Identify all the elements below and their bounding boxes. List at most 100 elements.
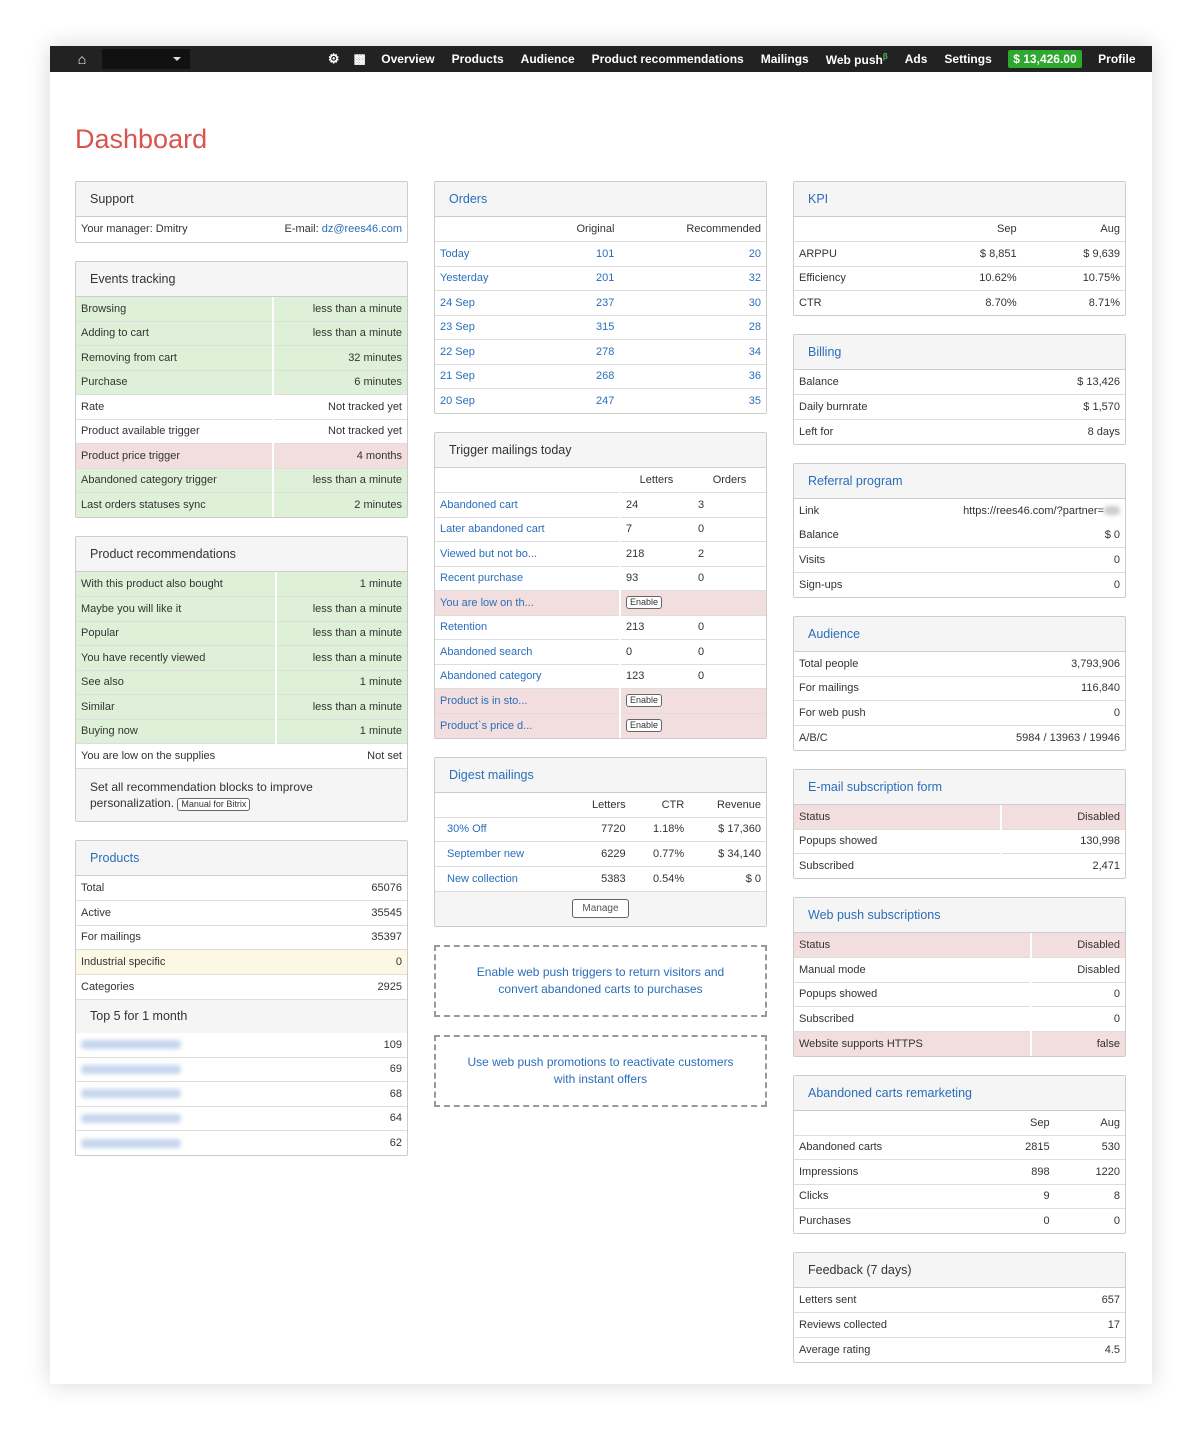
manager-email-link[interactable]: dz@rees46.com [321,223,402,236]
panel-title[interactable]: Products [76,841,407,876]
row-label: Browsing [76,296,274,321]
table-row: Last orders statuses sync 2 minutes [76,492,407,517]
order-original[interactable]: 315 [536,314,620,340]
panel-title[interactable]: E-mail subscription form [794,769,1125,805]
digest-name[interactable]: September new [435,841,569,866]
panel-title[interactable]: Billing [794,335,1125,370]
order-original[interactable]: 278 [536,339,620,364]
header-revenue: Revenue [716,798,761,811]
nav-web-push[interactable]: Web pushβ [826,52,888,67]
order-recommended[interactable]: 35 [619,388,766,413]
row-label: With this product also bought [76,572,277,597]
enable-button[interactable]: Enable [626,719,663,732]
enable-cell: Enable [620,590,766,615]
letters-value: 24 [620,492,693,517]
trigger-name[interactable]: Abandoned search [435,639,621,664]
table-row: Letters sent 657 [794,1288,1125,1313]
redacted-product[interactable] [81,1040,181,1050]
enable-button[interactable]: Enable [626,596,663,610]
trigger-name[interactable]: Product is in sto... [435,688,621,713]
order-date[interactable]: 20 Sep [435,388,537,413]
row-label: Subscribed [794,1006,1032,1031]
manage-button[interactable]: Manage [572,898,629,918]
table-row: Manual mode Disabled [794,957,1125,982]
row-label: For web push [794,700,928,725]
panel-title[interactable]: Referral program [794,463,1125,499]
nav-profile[interactable]: Profile [1098,52,1136,66]
table-row: Adding to cart less than a minute [76,320,407,346]
enable-button[interactable]: Enable [626,694,663,708]
panel-title[interactable]: Digest mailings [435,757,766,793]
order-date[interactable]: 24 Sep [435,290,537,315]
row-label: Removing from cart [76,345,274,370]
trigger-name[interactable]: You are low on th... [435,590,621,615]
letters-value: 123 [620,663,693,689]
row-value: Disabled [1000,804,1125,829]
order-recommended[interactable]: 34 [619,339,766,364]
order-recommended[interactable]: 20 [619,241,766,266]
balance-badge[interactable]: $ 13,426.00 [1008,50,1082,68]
redacted-product[interactable] [81,1113,181,1123]
panel-title[interactable]: Web push subscriptions [794,898,1125,933]
order-original[interactable]: 201 [536,265,620,291]
web-push-promotions-promo[interactable]: Use web push promotions to reactivate cu… [434,1034,767,1107]
nav-overview[interactable]: Overview [381,52,435,66]
nav-mailings[interactable]: Mailings [760,52,809,66]
row-value: less than a minute [275,620,407,646]
table-row: Abandoned category trigger less than a mi… [76,467,407,493]
digest-name[interactable]: New collection [435,865,569,891]
trigger-name[interactable]: Abandoned category [435,663,621,689]
row-label: Buying now [76,718,277,744]
order-recommended[interactable]: 28 [619,314,766,340]
panel-title[interactable]: Orders [435,182,766,217]
order-date[interactable]: Today [435,241,537,266]
order-original[interactable]: 268 [536,363,620,389]
order-date[interactable]: 22 Sep [435,339,537,364]
trigger-name[interactable]: Product`s price d... [435,712,621,738]
panel-title[interactable]: Audience [794,616,1125,652]
order-original[interactable]: 247 [536,388,620,413]
redacted-product[interactable] [81,1138,181,1148]
trigger-name[interactable]: Abandoned cart [435,492,621,517]
referral-link[interactable]: https://rees46.com/?partner= [963,504,1104,517]
order-recommended[interactable]: 30 [619,290,766,315]
order-date[interactable]: 23 Sep [435,314,537,340]
trigger-name[interactable]: Later abandoned cart [435,516,621,542]
trigger-name[interactable]: Recent purchase [435,565,621,591]
table-row: Viewed but not bo... 218 2 [435,541,766,566]
order-date[interactable]: 21 Sep [435,363,537,389]
table-row: Purchase 6 minutes [76,369,407,395]
row-value: 65076 [371,882,402,894]
table-row: 62 [76,1130,407,1155]
nav-settings[interactable]: Settings [944,52,992,66]
order-date[interactable]: Yesterday [435,265,537,291]
trigger-name[interactable]: Viewed but not bo... [435,541,621,566]
order-recommended[interactable]: 32 [619,265,766,291]
product-recommendations-panel: Product recommendations With this produc… [75,536,408,822]
home-icon[interactable]: ⌂ [77,51,87,67]
nav-ads[interactable]: Ads [904,52,928,66]
nav-audience[interactable]: Audience [520,52,575,66]
gear-icon[interactable]: ⚙ [327,51,340,66]
column-left: Support Your manager: Dmitry E-mail: dz@r… [75,181,408,1174]
order-original[interactable]: 101 [536,241,620,266]
redacted-product[interactable] [81,1064,181,1074]
row-value: 0 [1030,1006,1125,1031]
trigger-name[interactable]: Retention [435,614,621,640]
order-recommended[interactable]: 36 [619,363,766,389]
sitemap-icon[interactable]: ▩ [353,51,366,66]
web-push-triggers-promo[interactable]: Enable web push triggers to return visit… [434,944,767,1017]
table-row: Similar less than a minute [76,694,407,719]
table-row: Website supports HTTPS false [794,1030,1125,1056]
digest-name[interactable]: 30% Off [435,816,569,842]
panel-title[interactable]: Abandoned carts remarketing [794,1075,1125,1111]
order-original[interactable]: 237 [536,290,620,315]
nav-product-recommendations[interactable]: Product recommendations [591,52,744,66]
manual-bitrix-button[interactable]: Manual for Bitrix [177,798,251,811]
shop-select[interactable] [102,49,190,69]
panel-title[interactable]: KPI [794,182,1125,217]
redacted-product[interactable] [81,1089,181,1099]
col2-value: 8.71% [1021,290,1125,315]
nav-products[interactable]: Products [451,52,504,66]
table-row: A/B/C 5984 / 13963 / 19946 [794,724,1125,750]
